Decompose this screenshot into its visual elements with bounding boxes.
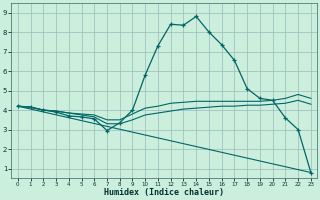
- X-axis label: Humidex (Indice chaleur): Humidex (Indice chaleur): [104, 188, 224, 197]
